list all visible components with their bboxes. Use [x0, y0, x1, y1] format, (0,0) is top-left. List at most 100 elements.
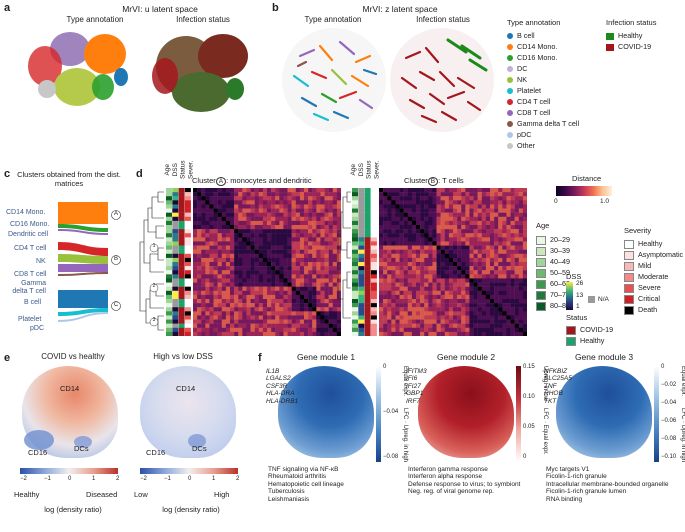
- e-right-ticks: −2 −1 0 1 2: [136, 476, 242, 486]
- dendro-mark-2: 2: [152, 283, 156, 289]
- panel-b-sub-right: Infection status: [416, 15, 470, 24]
- lfc-top-label: Upreg. in low: [542, 366, 548, 402]
- gene-name: LGALS2: [266, 375, 291, 383]
- enriched-term: TNF signaling via NF-κB: [268, 466, 339, 473]
- c-label-platelet: Platelet: [18, 316, 42, 323]
- age-legend-label: 50–59: [550, 268, 570, 277]
- status-legend-label: Healthy: [580, 336, 605, 345]
- lfc-tick: −0.04: [661, 400, 677, 406]
- umap-z-infection: [390, 28, 494, 132]
- gene-name: RHOB: [544, 390, 563, 398]
- colorbar-tick: 1: [92, 476, 96, 482]
- distance-title: Distance: [572, 174, 602, 183]
- dss-tick-26: 26: [576, 280, 584, 287]
- status-legend: COVID-19 Healthy: [566, 324, 626, 346]
- enriched-terms: Myc targets V1 Ficolin-1-rich granule Intr…: [546, 466, 685, 503]
- heatmap-a-title-mark: A: [215, 177, 227, 186]
- panel-label-b: b: [272, 2, 279, 14]
- type-legend-item: Platelet: [507, 85, 617, 96]
- type-legend-item: CD4 T cell: [507, 96, 617, 107]
- age-legend-item: 40–49: [536, 256, 596, 267]
- status-legend-label: COVID-19: [580, 325, 614, 334]
- e-right-high: High: [214, 490, 230, 499]
- e-left-low: Healthy: [14, 490, 40, 499]
- legend-dot-icon: [507, 110, 513, 117]
- lfc-tick: 0.05: [523, 424, 535, 430]
- lfc-tick: 0: [523, 454, 527, 460]
- lfc-bottom-label: LFC · Equal expr.: [542, 408, 548, 455]
- colorbar-tick: 0: [188, 476, 192, 482]
- e-left-axis-label: log (density ratio): [44, 505, 102, 514]
- enriched-term: Leishmaniasis: [268, 495, 310, 503]
- col-header-status: Status: [179, 160, 187, 179]
- severity-legend-item: Healthy: [624, 238, 684, 249]
- enriched-term: Defense response to virus; to symbiont: [408, 480, 521, 488]
- c-label-cd14: CD14 Mono.: [6, 209, 46, 216]
- col-header-dss: DSS: [171, 163, 179, 177]
- heatmap-a-title: Cluster A: monocytes and dendritic: [192, 176, 312, 186]
- age-legend-label: 40–49: [550, 257, 570, 266]
- enriched-term: Intracellular membrane-bounded organelle: [546, 480, 669, 488]
- gene-module-umap: [418, 366, 514, 458]
- legend-dot-icon: [507, 132, 513, 139]
- gene-name: HLA-DRA: [266, 390, 295, 398]
- enriched-term: Hematopoietic cell lineage: [268, 480, 344, 488]
- enriched-term: Tuberculosis: [268, 488, 305, 496]
- c-label-bcell: B cell: [24, 299, 42, 306]
- legend-dot-icon: [507, 99, 513, 106]
- panel-label-e: e: [4, 352, 11, 364]
- severity-legend-title: Severity: [624, 226, 652, 235]
- gene-module-title: Gene module 3: [574, 352, 634, 362]
- enriched-terms: TNF signaling via NF-κB Rheumatoid arthri…: [268, 466, 408, 503]
- gene-name: IFITM3: [406, 368, 427, 375]
- panel-a-sub-right: Infection status: [176, 15, 230, 24]
- panel-a-title: MrVI: u latent space: [122, 4, 198, 14]
- e-left-cd14: CD14: [60, 384, 80, 393]
- legend-square-icon: [624, 250, 634, 260]
- c-label-cd16: CD16 Mono.: [10, 221, 50, 228]
- type-legend-label: NK: [517, 75, 527, 84]
- e-left-cd16: CD16: [28, 448, 48, 457]
- lfc-top-label: Equal expr.: [680, 366, 685, 397]
- gene-name: CSF3R: [266, 382, 288, 390]
- legend-square-icon: [624, 261, 634, 271]
- lfc-tick: −0.08: [661, 436, 677, 442]
- heatmap-a-title-cluster: Cluster: [192, 176, 216, 185]
- severity-legend-label: Mild: [638, 261, 652, 270]
- age-legend-label: 60–69: [550, 279, 570, 288]
- dss-na-label: N/A: [598, 296, 609, 303]
- lfc-colorbar: [516, 366, 521, 462]
- type-legend-label: Platelet: [517, 86, 541, 95]
- infection-legend-item: Healthy: [606, 30, 685, 41]
- dss-tick-1: 1: [576, 303, 580, 310]
- type-legend-label: Gamma delta T cell: [517, 119, 580, 128]
- legend-dot-icon: [507, 33, 513, 40]
- legend-square-icon: [536, 257, 546, 267]
- type-legend-item: B cell: [507, 30, 617, 41]
- colorbar-tick: −2: [140, 476, 147, 482]
- legend-square-icon: [624, 305, 634, 315]
- colorbar-tick: 1: [212, 476, 216, 482]
- status-legend-item: Healthy: [566, 335, 626, 346]
- type-legend-label: CD16 Mono.: [517, 53, 558, 62]
- col-header-b-sever: Sever.: [373, 160, 381, 179]
- panel-label-f: f: [258, 352, 262, 364]
- density-right-umap: [132, 366, 244, 462]
- legend-square-icon: [536, 301, 546, 311]
- type-legend-label: DC: [517, 64, 528, 73]
- umap-u-type: [14, 28, 144, 120]
- panel-label-c: c: [4, 168, 11, 180]
- enriched-term: RNA binding: [546, 495, 583, 503]
- col-header-age: Age: [164, 163, 172, 176]
- severity-legend-label: Moderate: [638, 272, 669, 281]
- infection-legend-item: COVID-19: [606, 41, 685, 52]
- dss-tick-13: 13: [576, 292, 584, 299]
- legend-square-icon: [624, 294, 634, 304]
- lfc-tick: −0.04: [383, 409, 399, 415]
- gene-name: TKT: [544, 397, 557, 405]
- severity-legend-item: Mild: [624, 260, 684, 271]
- age-legend-label: 20–29: [550, 235, 570, 244]
- severity-legend-label: Asymptomatic: [638, 250, 684, 259]
- panel-e-right-title: High vs low DSS: [153, 352, 213, 361]
- legend-dot-icon: [507, 88, 513, 95]
